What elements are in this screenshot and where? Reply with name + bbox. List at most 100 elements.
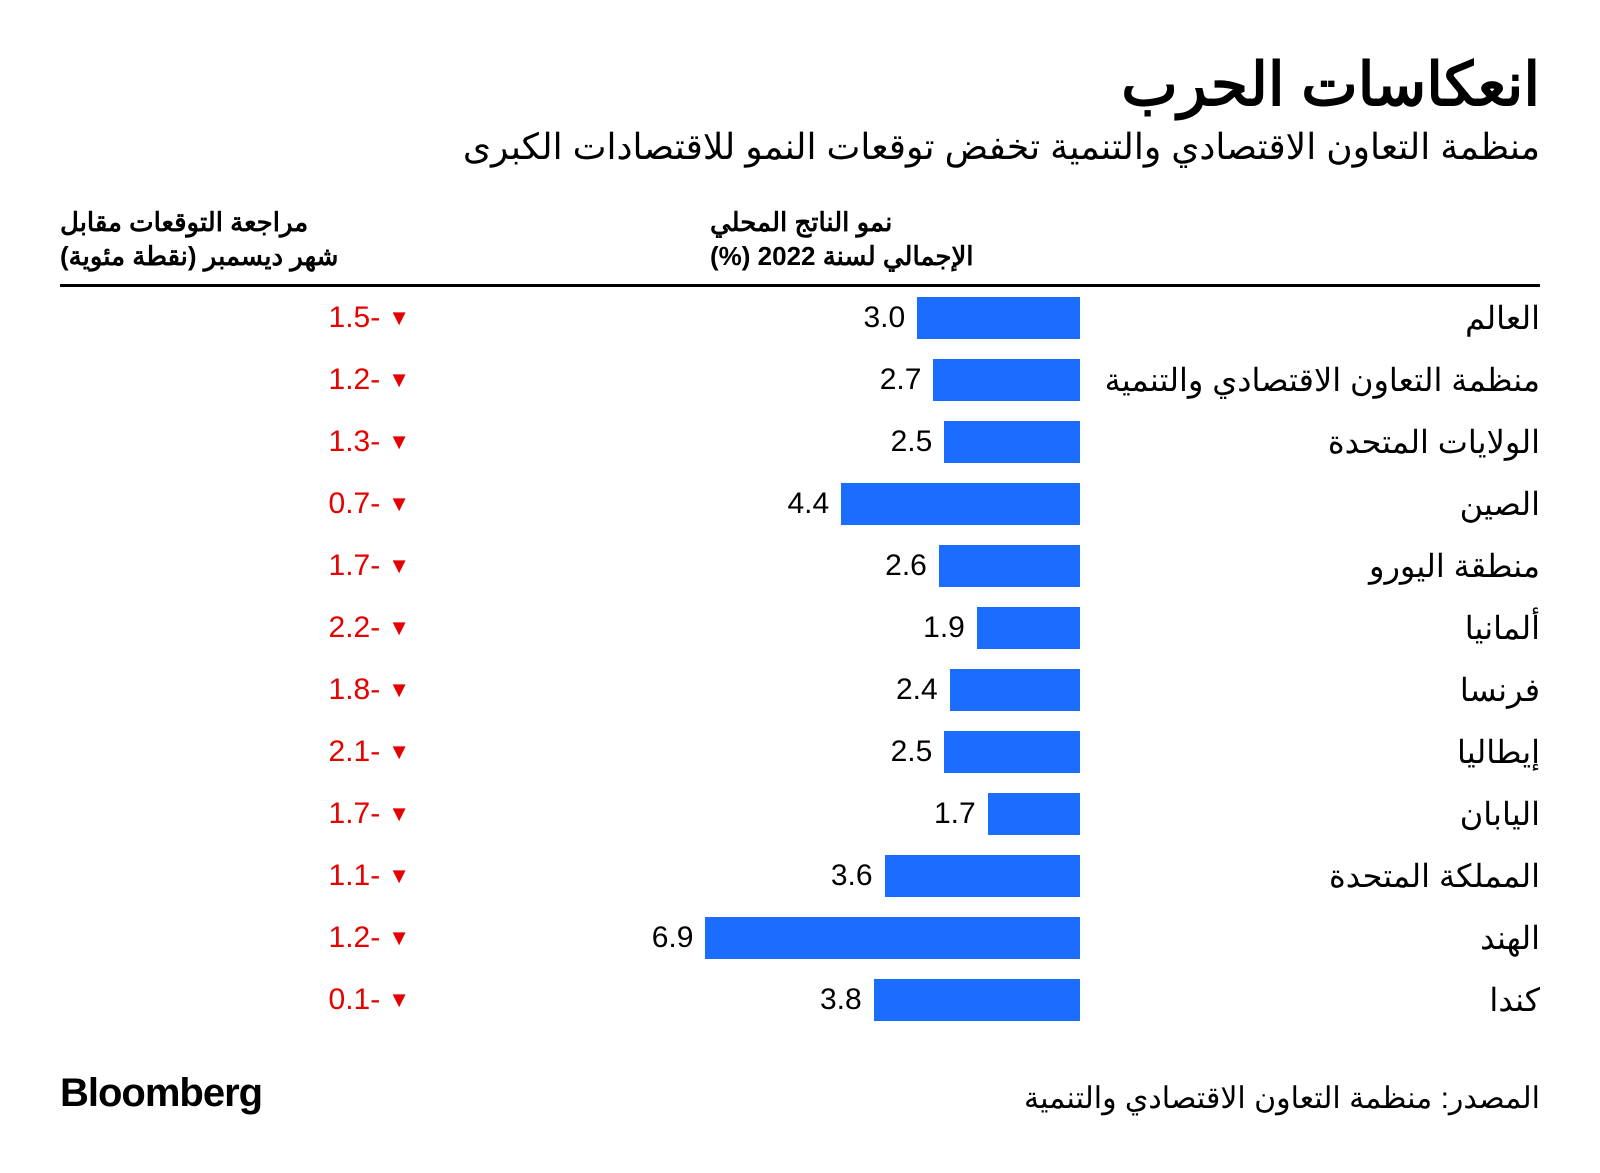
revision-value: 0.7- bbox=[329, 487, 381, 521]
bar-area: 1.9 bbox=[410, 607, 1080, 649]
data-row: الهند 6.9 1.2- ▼ bbox=[60, 907, 1540, 969]
gdp-value: 3.6 bbox=[831, 859, 885, 893]
revision-area: 1.7- ▼ bbox=[60, 797, 410, 831]
revision-area: 1.5- ▼ bbox=[60, 301, 410, 335]
down-arrow-icon: ▼ bbox=[388, 801, 410, 827]
chart-container: مراجعة التوقعات مقابلشهر ديسمبر (نقطة مئ… bbox=[60, 206, 1540, 1031]
down-arrow-icon: ▼ bbox=[388, 553, 410, 579]
brand-logo: Bloomberg bbox=[60, 1071, 262, 1116]
gdp-value: 2.6 bbox=[885, 549, 939, 583]
data-row: منطقة اليورو 2.6 1.7- ▼ bbox=[60, 535, 1540, 597]
data-row: كندا 3.8 0.1- ▼ bbox=[60, 969, 1540, 1031]
bar-area: 3.8 bbox=[410, 979, 1080, 1021]
bar-area: 2.5 bbox=[410, 731, 1080, 773]
revision-value: 1.3- bbox=[329, 425, 381, 459]
gdp-value: 2.4 bbox=[896, 673, 950, 707]
bar bbox=[950, 669, 1080, 711]
revision-area: 2.1- ▼ bbox=[60, 735, 410, 769]
country-label: الولايات المتحدة bbox=[1080, 423, 1540, 461]
revision-area: 0.1- ▼ bbox=[60, 983, 410, 1017]
revision-area: 1.7- ▼ bbox=[60, 549, 410, 583]
bar bbox=[944, 421, 1080, 463]
revision-area: 2.2- ▼ bbox=[60, 611, 410, 645]
country-label: إيطاليا bbox=[1080, 733, 1540, 771]
country-label: الصين bbox=[1080, 485, 1540, 523]
down-arrow-icon: ▼ bbox=[388, 615, 410, 641]
bar bbox=[988, 793, 1080, 835]
down-arrow-icon: ▼ bbox=[388, 305, 410, 331]
bar bbox=[874, 979, 1080, 1021]
header-revision: مراجعة التوقعات مقابلشهر ديسمبر (نقطة مئ… bbox=[60, 206, 410, 274]
header-gdp: نمو الناتج المحليالإجمالي لسنة 2022 (%) bbox=[410, 206, 1080, 274]
header-spacer bbox=[1080, 206, 1540, 274]
revision-value: 2.2- bbox=[329, 611, 381, 645]
footer: المصدر: منظمة التعاون الاقتصادي والتنمية… bbox=[60, 1071, 1540, 1116]
gdp-value: 2.7 bbox=[880, 363, 934, 397]
revision-area: 0.7- ▼ bbox=[60, 487, 410, 521]
chart-subtitle: منظمة التعاون الاقتصادي والتنمية تخفض تو… bbox=[60, 126, 1540, 168]
country-label: ألمانيا bbox=[1080, 609, 1540, 647]
data-row: الولايات المتحدة 2.5 1.3- ▼ bbox=[60, 411, 1540, 473]
country-label: اليابان bbox=[1080, 795, 1540, 833]
down-arrow-icon: ▼ bbox=[388, 491, 410, 517]
bar-area: 4.4 bbox=[410, 483, 1080, 525]
bar bbox=[977, 607, 1080, 649]
bar bbox=[917, 297, 1080, 339]
revision-value: 1.7- bbox=[329, 797, 381, 831]
revision-area: 1.8- ▼ bbox=[60, 673, 410, 707]
revision-area: 1.1-▼ bbox=[60, 859, 410, 893]
down-arrow-icon: ▼ bbox=[388, 367, 410, 393]
gdp-value: 2.5 bbox=[891, 425, 945, 459]
revision-value: 1.8- bbox=[329, 673, 381, 707]
gdp-value: 3.8 bbox=[820, 983, 874, 1017]
chart-title: انعكاسات الحرب bbox=[60, 50, 1540, 120]
down-arrow-icon: ▼ bbox=[388, 925, 410, 951]
country-label: فرنسا bbox=[1080, 671, 1540, 709]
country-label: منطقة اليورو bbox=[1080, 547, 1540, 585]
gdp-value: 1.9 bbox=[923, 611, 977, 645]
revision-value: 0.1- bbox=[329, 983, 381, 1017]
bar-area: 2.5 bbox=[410, 421, 1080, 463]
country-label: العالم bbox=[1080, 299, 1540, 337]
down-arrow-icon: ▼ bbox=[388, 429, 410, 455]
revision-value: 1.2- bbox=[329, 921, 381, 955]
header-row: مراجعة التوقعات مقابلشهر ديسمبر (نقطة مئ… bbox=[60, 206, 1540, 287]
data-row: المملكة المتحدة 3.6 1.1-▼ bbox=[60, 845, 1540, 907]
bar bbox=[939, 545, 1080, 587]
country-label: الهند bbox=[1080, 919, 1540, 957]
revision-value: 1.5- bbox=[329, 301, 381, 335]
revision-area: 1.2- ▼ bbox=[60, 363, 410, 397]
data-row: إيطاليا 2.5 2.1- ▼ bbox=[60, 721, 1540, 783]
down-arrow-icon: ▼ bbox=[388, 677, 410, 703]
revision-area: 1.2- ▼ bbox=[60, 921, 410, 955]
bar-area: 3.0 bbox=[410, 297, 1080, 339]
gdp-value: 1.7 bbox=[934, 797, 988, 831]
bar-area: 2.4 bbox=[410, 669, 1080, 711]
bar-area: 3.6 bbox=[410, 855, 1080, 897]
bar bbox=[705, 917, 1080, 959]
down-arrow-icon: ▼ bbox=[388, 987, 410, 1013]
country-label: المملكة المتحدة bbox=[1080, 857, 1540, 895]
source-text: المصدر: منظمة التعاون الاقتصادي والتنمية bbox=[1024, 1081, 1540, 1116]
bar bbox=[944, 731, 1080, 773]
revision-value: 2.1- bbox=[329, 735, 381, 769]
bar-area: 2.6 bbox=[410, 545, 1080, 587]
country-label: كندا bbox=[1080, 981, 1540, 1019]
data-rows: العالم3.01.5-▼منظمة التعاون الاقتصادي وا… bbox=[60, 287, 1540, 1031]
revision-value: 1.7- bbox=[329, 549, 381, 583]
bar-area: 2.7 bbox=[410, 359, 1080, 401]
down-arrow-icon: ▼ bbox=[388, 863, 410, 889]
bar-area: 1.7 bbox=[410, 793, 1080, 835]
down-arrow-icon: ▼ bbox=[388, 739, 410, 765]
bar bbox=[933, 359, 1080, 401]
gdp-value: 6.9 bbox=[652, 921, 706, 955]
gdp-value: 2.5 bbox=[891, 735, 945, 769]
gdp-value: 4.4 bbox=[787, 487, 841, 521]
revision-area: 1.3- ▼ bbox=[60, 425, 410, 459]
revision-value: 1.2- bbox=[329, 363, 381, 397]
data-row: ألمانيا 1.9 2.2- ▼ bbox=[60, 597, 1540, 659]
bar-area: 6.9 bbox=[410, 917, 1080, 959]
bar bbox=[841, 483, 1080, 525]
data-row: اليابان 1.7 1.7- ▼ bbox=[60, 783, 1540, 845]
bar bbox=[885, 855, 1080, 897]
